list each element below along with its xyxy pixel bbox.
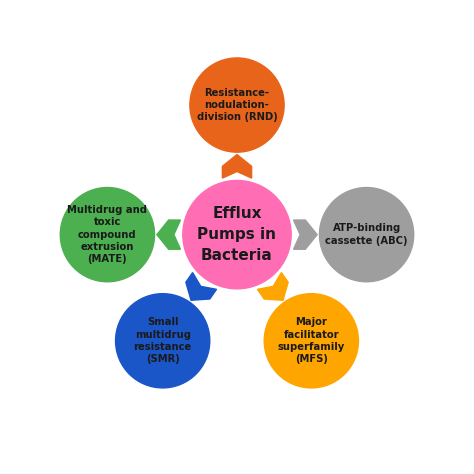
Circle shape (264, 294, 358, 388)
Text: Resistance-
nodulation-
division (RND): Resistance- nodulation- division (RND) (197, 88, 277, 122)
Circle shape (183, 181, 291, 289)
Text: Multidrug and
toxic
compound
extrusion
(MATE): Multidrug and toxic compound extrusion (… (67, 205, 147, 264)
Polygon shape (157, 220, 181, 249)
Circle shape (60, 188, 155, 282)
Polygon shape (186, 273, 217, 300)
Text: Small
multidrug
resistance
(SMR): Small multidrug resistance (SMR) (134, 317, 192, 365)
Text: Major
facilitator
superfamily
(MFS): Major facilitator superfamily (MFS) (278, 317, 345, 365)
Polygon shape (222, 155, 252, 178)
Polygon shape (293, 220, 317, 249)
Text: Efflux
Pumps in
Bacteria: Efflux Pumps in Bacteria (198, 206, 276, 263)
Polygon shape (257, 273, 288, 300)
Circle shape (190, 58, 284, 152)
Circle shape (319, 188, 414, 282)
Circle shape (116, 294, 210, 388)
Text: ATP-binding
cassette (ABC): ATP-binding cassette (ABC) (325, 223, 408, 246)
